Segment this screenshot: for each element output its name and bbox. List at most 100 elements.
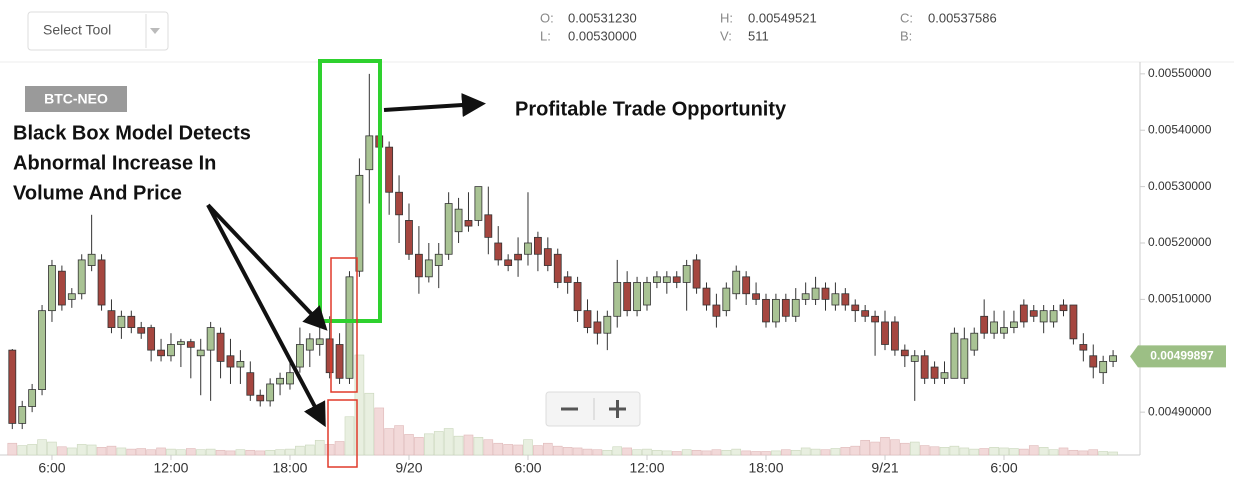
volume-bar bbox=[453, 435, 464, 456]
candle-body bbox=[38, 310, 46, 390]
candle-body bbox=[821, 287, 830, 300]
candle-body bbox=[950, 332, 959, 379]
volume-bar bbox=[374, 407, 385, 456]
candle-body bbox=[87, 253, 96, 266]
volume-bar bbox=[820, 449, 831, 456]
candle-body bbox=[48, 265, 56, 312]
candle-body bbox=[722, 287, 731, 312]
volume-bar bbox=[106, 445, 117, 456]
volume-bar bbox=[384, 428, 394, 456]
candle-body bbox=[940, 372, 949, 379]
readout-value: 0.00537586 bbox=[928, 10, 997, 25]
volume-bar bbox=[503, 444, 513, 456]
candle-body bbox=[682, 265, 691, 283]
arrow bbox=[383, 93, 486, 117]
candle-body bbox=[8, 349, 17, 424]
candle-body bbox=[246, 372, 255, 396]
candle-body bbox=[1039, 310, 1048, 323]
volume-bar bbox=[314, 439, 325, 456]
volume-bar bbox=[880, 437, 890, 456]
volume-bar bbox=[116, 447, 127, 456]
candle-body bbox=[930, 366, 939, 379]
volume-bar bbox=[245, 449, 256, 456]
candle-body bbox=[335, 344, 344, 379]
candle-body bbox=[702, 287, 711, 306]
select-caret bbox=[150, 28, 160, 34]
volume-bar bbox=[47, 441, 57, 456]
volume-bar bbox=[27, 444, 37, 456]
volume-bar bbox=[1068, 449, 1079, 456]
candle-body bbox=[157, 349, 165, 357]
volume-bar bbox=[870, 441, 880, 456]
volume-bar bbox=[701, 450, 712, 456]
readout-label: L: bbox=[540, 28, 551, 43]
candle-body bbox=[57, 270, 66, 306]
annotation-text: Volume And Price bbox=[13, 182, 182, 204]
volume-bar bbox=[691, 449, 702, 456]
volume-bar bbox=[602, 449, 613, 456]
candle-body bbox=[831, 293, 840, 306]
candle-body bbox=[881, 321, 889, 345]
candle-body bbox=[1019, 304, 1028, 323]
tool-select[interactable]: Select Tool bbox=[27, 11, 169, 51]
volume-bar bbox=[394, 425, 404, 456]
volume-bar bbox=[334, 441, 345, 456]
last-price-tag bbox=[1130, 345, 1226, 368]
candle-body bbox=[147, 327, 156, 351]
volume-bar bbox=[17, 445, 28, 456]
candle-body bbox=[781, 298, 790, 317]
volume-bar bbox=[186, 448, 196, 456]
candle-body bbox=[970, 332, 979, 351]
candle-body bbox=[801, 293, 810, 300]
volume-bar bbox=[1009, 448, 1019, 456]
volume-bar bbox=[612, 446, 623, 456]
candle-body bbox=[1029, 310, 1038, 317]
candle-body bbox=[28, 389, 37, 407]
volume-bar bbox=[1108, 451, 1118, 456]
candle-body bbox=[504, 259, 513, 266]
x-tick-label: 18:00 bbox=[272, 460, 307, 476]
y-tick-label: 0.00520000 bbox=[1148, 235, 1212, 249]
candle-body bbox=[18, 406, 27, 424]
select-box[interactable] bbox=[27, 11, 169, 51]
candle-body bbox=[1079, 344, 1088, 351]
candle-body bbox=[176, 341, 185, 345]
candle-body bbox=[77, 259, 86, 295]
x-tick-label: 9/20 bbox=[395, 460, 422, 476]
candle-body bbox=[980, 315, 989, 334]
volume-bar bbox=[414, 437, 424, 456]
candle-body bbox=[434, 253, 443, 266]
volume-bar bbox=[721, 449, 732, 456]
candle-body bbox=[653, 276, 661, 283]
zoom-control[interactable] bbox=[545, 391, 641, 427]
candle-body bbox=[1049, 310, 1058, 323]
select-label[interactable]: Select Tool bbox=[43, 22, 111, 38]
candle-body bbox=[742, 276, 751, 295]
candle-body bbox=[1069, 304, 1078, 340]
volume-bar bbox=[57, 446, 67, 456]
volume-bar bbox=[354, 354, 365, 456]
volume-bar bbox=[433, 431, 444, 456]
candle-body bbox=[137, 327, 146, 334]
candle-layer bbox=[8, 73, 1117, 430]
candle-body bbox=[514, 253, 522, 261]
candle-body bbox=[226, 355, 235, 368]
candle-body bbox=[107, 310, 116, 328]
candle-body bbox=[444, 203, 453, 255]
candle-body bbox=[424, 259, 433, 278]
volume-bar bbox=[840, 447, 851, 456]
volume-bar bbox=[285, 448, 295, 456]
annotation-text: Profitable Trade Opportunity bbox=[515, 98, 787, 120]
volume-bar bbox=[771, 450, 781, 456]
volume-bar bbox=[761, 451, 771, 456]
readout-label: O: bbox=[540, 10, 554, 25]
volume-bar bbox=[622, 447, 632, 456]
candle-body bbox=[206, 327, 215, 351]
volume-bar bbox=[989, 447, 999, 456]
candle-body bbox=[395, 191, 403, 216]
candle-body bbox=[643, 282, 651, 306]
volume-bar bbox=[959, 447, 970, 456]
volume-bar bbox=[126, 448, 137, 456]
candle-body bbox=[1089, 355, 1098, 368]
candle-body bbox=[276, 377, 284, 385]
